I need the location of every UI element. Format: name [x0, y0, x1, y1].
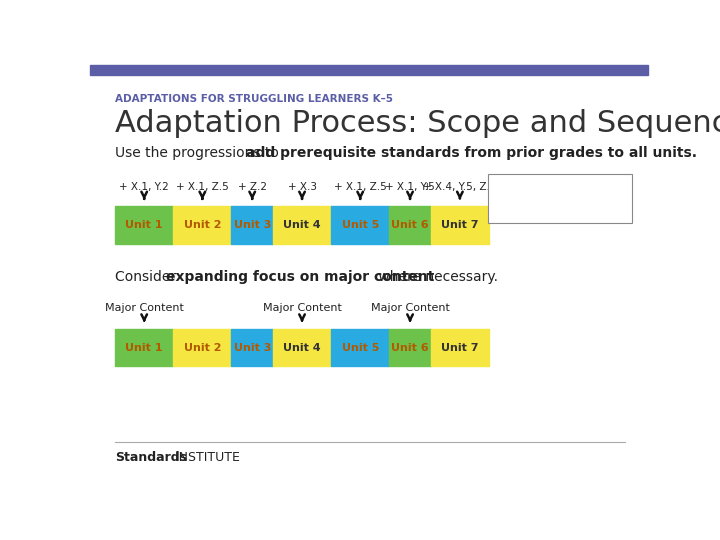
Text: Major Content: Major Content — [371, 303, 449, 313]
Text: Unit 7: Unit 7 — [441, 342, 479, 353]
Text: + Z.2: + Z.2 — [238, 183, 266, 192]
Text: Unit 2: Unit 2 — [184, 220, 221, 230]
Text: + X.1, Y.2: + X.1, Y.2 — [120, 183, 169, 192]
Bar — [90, 65, 648, 75]
Bar — [174, 329, 231, 366]
Text: Unit 2: Unit 2 — [184, 342, 221, 353]
Text: add prerequisite standards from prior grades to all units.: add prerequisite standards from prior gr… — [246, 146, 696, 160]
Text: Unit 7: Unit 7 — [441, 220, 479, 230]
Bar — [273, 329, 331, 366]
Bar — [431, 206, 489, 244]
Text: + X.4, Y.5, Z.6: + X.4, Y.5, Z.6 — [423, 183, 497, 192]
Text: Major Content: Major Content — [263, 303, 341, 313]
Bar — [331, 329, 390, 366]
Bar — [115, 329, 174, 366]
Text: Unit 3: Unit 3 — [233, 220, 271, 230]
Text: Unit 6: Unit 6 — [391, 220, 429, 230]
Text: Unit 5: Unit 5 — [341, 342, 379, 353]
Text: + X.1, Z.5: + X.1, Z.5 — [334, 183, 387, 192]
Text: expanding focus on major content: expanding focus on major content — [166, 270, 434, 284]
Text: Unit 5: Unit 5 — [341, 220, 379, 230]
Text: Unit 6: Unit 6 — [391, 342, 429, 353]
Bar — [273, 206, 331, 244]
Text: Use the progressions to: Use the progressions to — [115, 146, 284, 160]
Bar — [231, 329, 273, 366]
Bar — [174, 206, 231, 244]
Text: Unit 3: Unit 3 — [233, 342, 271, 353]
Text: Unit 1: Unit 1 — [125, 342, 163, 353]
Text: Consider: Consider — [115, 270, 181, 284]
Text: X = Grade Below
Y = 2 Grades Below
Z = 3 Grades Below: X = Grade Below Y = 2 Grades Below Z = 3… — [498, 181, 595, 222]
Text: Unit 1: Unit 1 — [125, 220, 163, 230]
Text: INSTITUTE: INSTITUTE — [171, 451, 240, 464]
Bar — [331, 206, 390, 244]
Text: where necessary.: where necessary. — [374, 270, 498, 284]
Text: ADAPTATIONS FOR STRUGGLING LEARNERS K–5: ADAPTATIONS FOR STRUGGLING LEARNERS K–5 — [115, 94, 393, 104]
Text: Unit 4: Unit 4 — [283, 342, 321, 353]
Bar — [115, 206, 174, 244]
Text: Adaptation Process: Scope and Sequence: Adaptation Process: Scope and Sequence — [115, 109, 720, 138]
Text: + X.3: + X.3 — [287, 183, 317, 192]
Bar — [390, 206, 431, 244]
Text: + X.1, Y.5: + X.1, Y.5 — [385, 183, 435, 192]
Bar — [431, 329, 489, 366]
Bar — [390, 329, 431, 366]
FancyBboxPatch shape — [488, 174, 632, 223]
Text: + X.1, Z.5: + X.1, Z.5 — [176, 183, 229, 192]
Text: Standards: Standards — [115, 451, 187, 464]
Text: Major Content: Major Content — [104, 303, 184, 313]
Text: Unit 4: Unit 4 — [283, 220, 321, 230]
Bar — [231, 206, 273, 244]
